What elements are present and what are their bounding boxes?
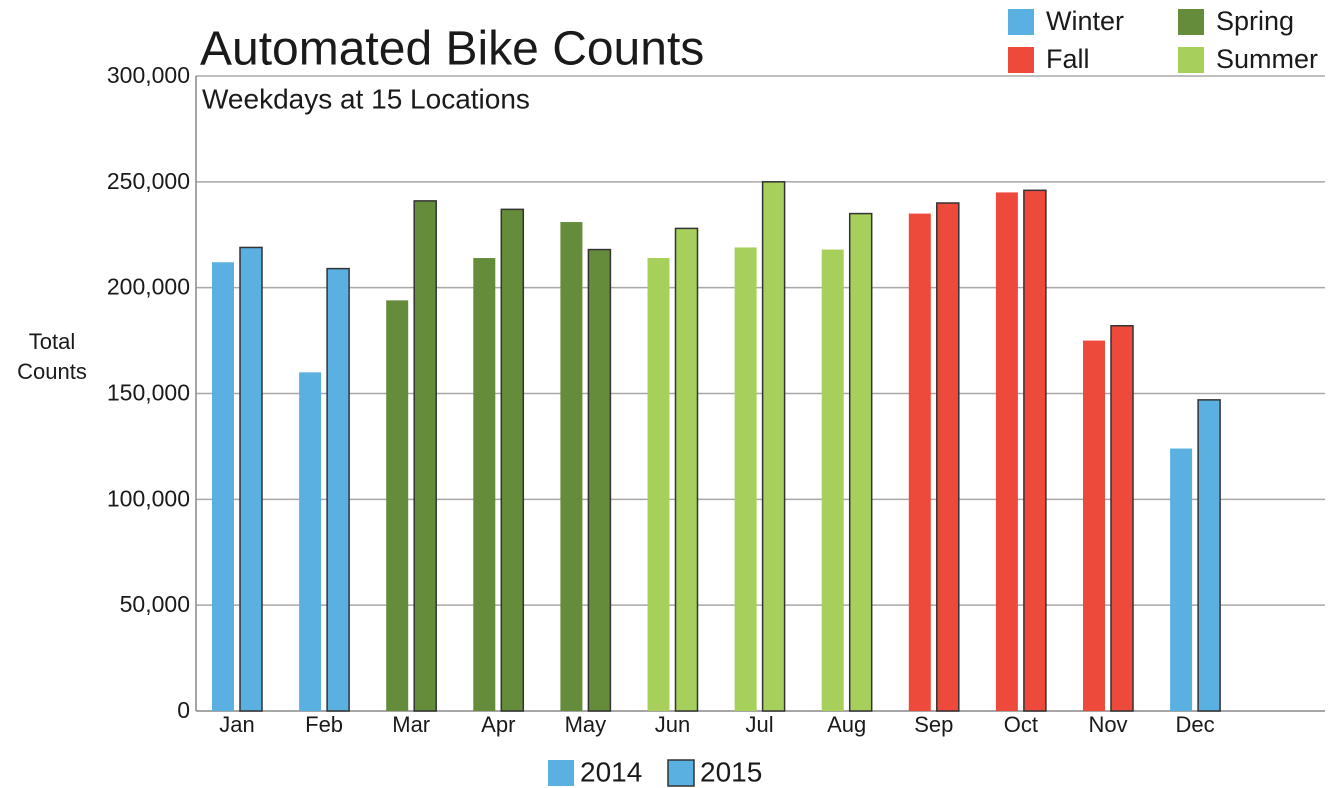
legend-label: Winter xyxy=(1046,6,1124,36)
bar xyxy=(587,248,612,712)
bar xyxy=(239,246,263,712)
bar xyxy=(413,200,437,712)
bar xyxy=(821,249,844,712)
y-tick-label: 100,000 xyxy=(107,485,190,511)
y-axis-label: Counts xyxy=(17,359,87,384)
bar xyxy=(386,300,409,711)
bar xyxy=(500,208,525,712)
legend-swatch xyxy=(548,760,574,786)
legend-label: 2015 xyxy=(700,756,762,787)
x-tick-label: Jun xyxy=(655,712,690,737)
chart-subtitle: Weekdays at 15 Locations xyxy=(202,83,530,114)
bar xyxy=(1083,340,1105,711)
y-tick-label: 150,000 xyxy=(107,380,190,406)
x-tick-label: Oct xyxy=(1004,712,1038,737)
legend-label: Fall xyxy=(1046,44,1090,74)
bar xyxy=(560,222,583,712)
bar xyxy=(936,202,960,712)
legend-swatch xyxy=(1178,9,1204,35)
bar xyxy=(473,258,496,711)
bar xyxy=(761,181,786,712)
y-tick-label: 300,000 xyxy=(107,62,190,88)
bar xyxy=(299,372,322,711)
bar xyxy=(212,262,234,711)
chart-title: Automated Bike Counts xyxy=(200,23,704,76)
x-tick-label: Sep xyxy=(914,712,953,737)
x-tick-label: Aug xyxy=(827,712,866,737)
y-tick-label: 250,000 xyxy=(107,168,190,194)
bar xyxy=(1023,189,1047,712)
x-tick-label: Dec xyxy=(1176,712,1215,737)
bar xyxy=(734,247,757,711)
bar xyxy=(995,192,1018,711)
bar xyxy=(1197,399,1221,712)
legend-swatch xyxy=(1008,9,1034,35)
x-tick-label: Nov xyxy=(1088,712,1127,737)
y-axis-label: Total xyxy=(29,329,75,354)
x-tick-label: Jan xyxy=(219,712,254,737)
bar xyxy=(674,227,699,712)
x-tick-label: Apr xyxy=(481,712,515,737)
y-tick-label: 50,000 xyxy=(120,591,190,617)
bar xyxy=(1170,448,1193,711)
bar xyxy=(326,267,350,712)
x-tick-label: Jul xyxy=(746,712,774,737)
y-tick-label: 0 xyxy=(177,697,190,723)
legend-label: Summer xyxy=(1216,44,1318,74)
legend-label: 2014 xyxy=(580,756,642,787)
bar xyxy=(848,212,873,712)
bar xyxy=(908,213,931,712)
legend-swatch xyxy=(667,759,695,787)
legend-swatch xyxy=(1008,47,1034,73)
legend-swatch xyxy=(1178,47,1204,73)
x-tick-label: Feb xyxy=(305,712,343,737)
x-tick-label: Mar xyxy=(392,712,430,737)
bar xyxy=(1110,325,1134,712)
bar xyxy=(647,258,670,711)
x-tick-label: May xyxy=(565,712,607,737)
y-tick-label: 200,000 xyxy=(107,274,190,300)
legend-label: Spring xyxy=(1216,6,1294,36)
